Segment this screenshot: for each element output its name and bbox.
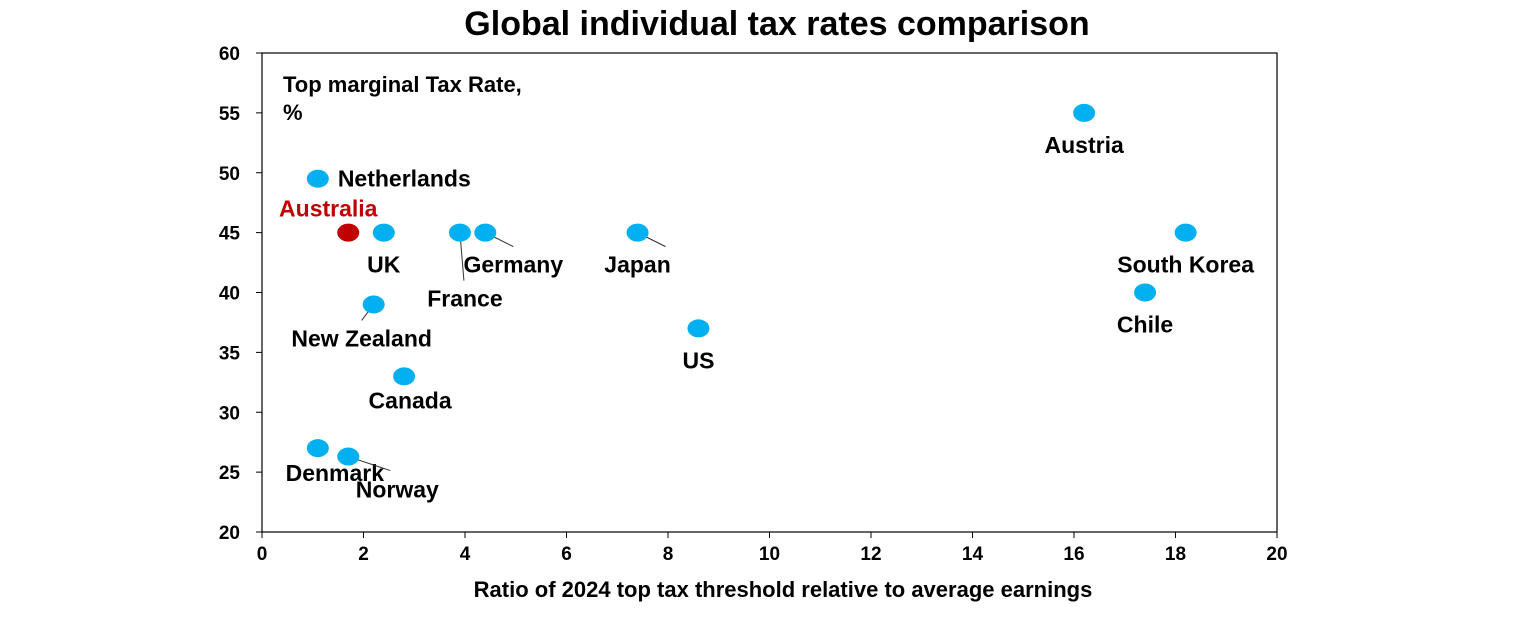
- y-tick-label: 35: [219, 343, 241, 364]
- y-tick-label: 55: [219, 104, 241, 125]
- point-label-norway: Norway: [356, 477, 439, 503]
- point-new-zealand: [362, 295, 385, 314]
- x-tick-label: 20: [1266, 544, 1287, 565]
- x-tick-label: 2: [358, 544, 369, 565]
- y-tick-label: 45: [219, 224, 241, 245]
- x-tick-label: 12: [860, 544, 881, 565]
- x-tick-label: 18: [1165, 544, 1186, 565]
- point-netherlands: [306, 169, 329, 188]
- point-label-netherlands: Netherlands: [338, 166, 471, 192]
- x-tick-label: 10: [759, 544, 780, 565]
- x-tick-label: 4: [460, 544, 471, 565]
- y-tick-label: 25: [219, 463, 241, 484]
- point-denmark: [306, 439, 329, 458]
- point-label-denmark: Denmark: [286, 460, 385, 486]
- point-australia: [337, 223, 360, 242]
- point-label-new-zealand: New Zealand: [291, 325, 432, 351]
- y-tick-label: 40: [219, 284, 240, 305]
- point-label-south-korea: South Korea: [1117, 252, 1254, 278]
- point-label-uk: UK: [367, 252, 401, 278]
- point-austria: [1073, 103, 1096, 122]
- point-uk: [372, 223, 395, 242]
- y-axis-label-line-2: %: [283, 100, 303, 125]
- x-tick-label: 0: [257, 544, 268, 565]
- y-axis-label-line-1: Top marginal Tax Rate,: [283, 72, 522, 97]
- point-norway: [337, 447, 360, 466]
- x-tick-label: 14: [962, 544, 984, 565]
- point-label-germany: Germany: [463, 252, 563, 278]
- x-tick-label: 8: [663, 544, 674, 565]
- point-label-australia: Australia: [279, 196, 378, 222]
- point-canada: [393, 367, 416, 386]
- chart-title: Global individual tax rates comparison: [464, 5, 1089, 43]
- point-south-korea: [1174, 223, 1197, 242]
- y-tick-label: 60: [219, 44, 240, 65]
- point-us: [687, 319, 710, 338]
- point-label-france: France: [427, 286, 502, 312]
- point-label-austria: Austria: [1045, 132, 1124, 158]
- y-tick-label: 30: [219, 403, 240, 424]
- point-chile: [1134, 283, 1157, 302]
- point-japan: [626, 223, 649, 242]
- plot-area: [261, 52, 1278, 533]
- x-axis-label: Ratio of 2024 top tax threshold relative…: [474, 577, 1093, 602]
- x-tick-label: 16: [1063, 544, 1084, 565]
- point-germany: [474, 223, 497, 242]
- point-label-canada: Canada: [369, 387, 452, 413]
- point-label-japan: Japan: [604, 252, 670, 278]
- point-france: [448, 223, 471, 242]
- point-label-chile: Chile: [1117, 312, 1173, 338]
- x-tick-label: 6: [561, 544, 572, 565]
- y-tick-label: 50: [219, 164, 240, 185]
- point-label-us: US: [682, 347, 714, 373]
- y-tick-label: 20: [219, 523, 240, 544]
